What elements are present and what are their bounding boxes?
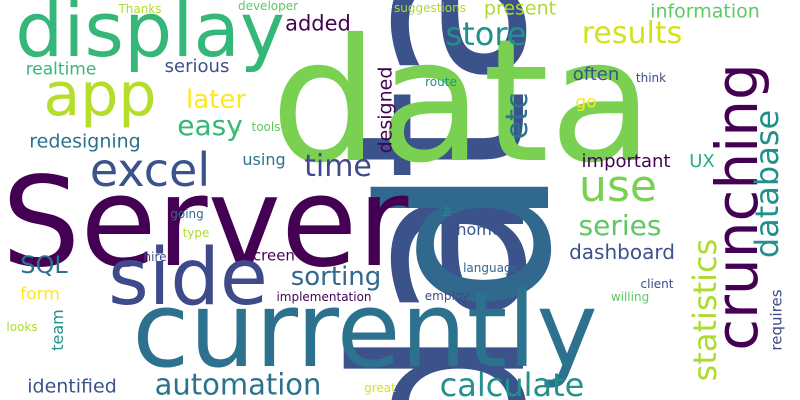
word-client: client bbox=[640, 277, 674, 291]
word-sql: SQL bbox=[20, 251, 68, 279]
word-results: results bbox=[581, 16, 683, 51]
word-redesigning: redesigning bbox=[29, 130, 141, 153]
word-important: important bbox=[581, 151, 671, 172]
word-thanks: Thanks bbox=[118, 2, 162, 16]
word-implementation: implementation bbox=[276, 290, 372, 304]
word-excel: excel bbox=[89, 143, 211, 197]
word-often: often bbox=[572, 64, 620, 85]
word-looks: looks bbox=[6, 320, 38, 334]
word-display: display bbox=[15, 0, 285, 74]
word-currently: currently bbox=[132, 269, 598, 391]
word-automation: automation bbox=[154, 367, 322, 400]
word-dashboard: dashboard bbox=[569, 240, 675, 264]
word-br: br bbox=[440, 205, 454, 217]
word-home: home bbox=[456, 220, 502, 239]
word-information: information bbox=[650, 0, 760, 23]
word-language: language bbox=[463, 261, 519, 275]
word-ux: UX bbox=[689, 151, 715, 172]
word-app: app bbox=[43, 60, 157, 130]
word-think: think bbox=[635, 71, 667, 85]
word-added: added bbox=[285, 11, 351, 36]
word-database: database bbox=[748, 109, 786, 259]
word-series: series bbox=[578, 209, 662, 242]
word-identified: identified bbox=[27, 375, 117, 398]
word-realtime: realtime bbox=[25, 59, 97, 80]
word-going: going bbox=[170, 207, 204, 221]
word-calculate: calculate bbox=[439, 366, 585, 400]
word-time: time bbox=[304, 149, 372, 184]
word-serious: serious bbox=[164, 56, 230, 77]
word-go: go bbox=[575, 92, 597, 113]
word-sorting: sorting bbox=[290, 262, 382, 292]
word-willing: willing bbox=[610, 290, 650, 304]
word-side: side bbox=[108, 233, 268, 323]
word-tools: tools bbox=[251, 120, 281, 134]
word-route: route bbox=[425, 75, 457, 89]
word-easy: easy bbox=[177, 109, 243, 142]
word-using: using bbox=[242, 150, 286, 169]
word-f: f bbox=[229, 128, 243, 132]
word-etc: etc bbox=[500, 92, 535, 140]
word-hire: hire bbox=[143, 250, 167, 264]
word-team: team bbox=[48, 309, 67, 351]
word-requires: requires bbox=[767, 289, 786, 351]
word-great: great bbox=[364, 381, 396, 395]
word-statistics: statistics bbox=[686, 238, 724, 382]
word-data: data bbox=[270, 3, 654, 201]
word-form: form bbox=[20, 284, 60, 305]
word-server: Server bbox=[1, 151, 409, 295]
word-later: later bbox=[185, 85, 247, 115]
word-developer: developer bbox=[237, 0, 299, 13]
word-type: type bbox=[182, 226, 210, 240]
word-store: store bbox=[445, 15, 527, 53]
word-use: use bbox=[579, 161, 657, 212]
word-employ: employ bbox=[424, 289, 470, 303]
word-present: present bbox=[483, 0, 557, 20]
word-suggestions: suggestions bbox=[394, 1, 466, 15]
word-designed: designed bbox=[374, 66, 397, 154]
word-screen: screen bbox=[245, 246, 295, 265]
